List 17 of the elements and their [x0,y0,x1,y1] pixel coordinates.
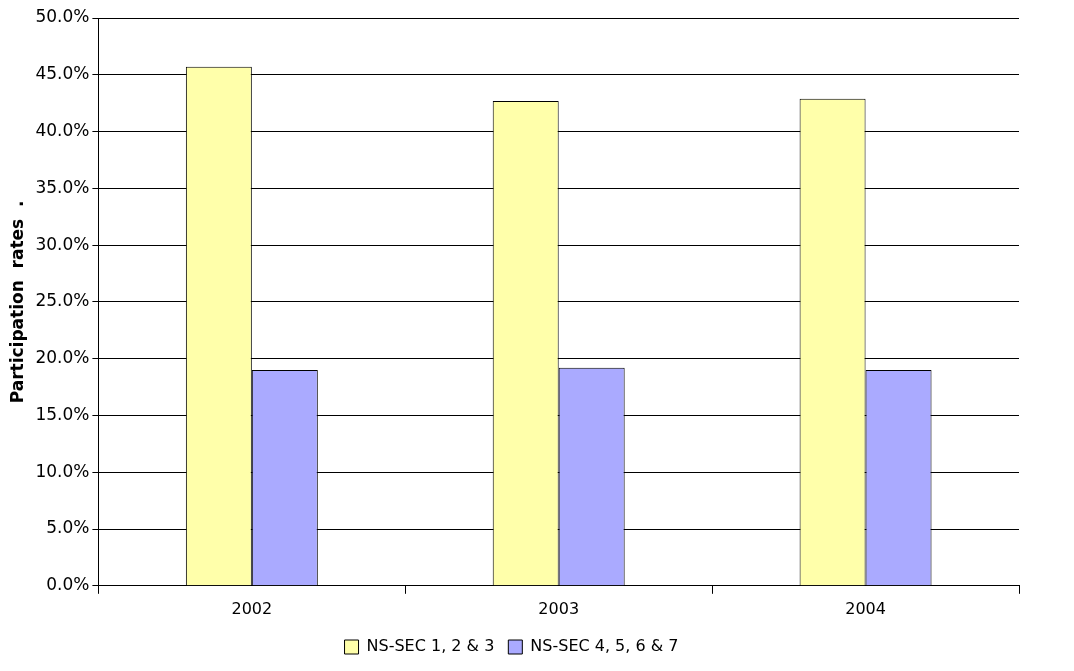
legend-label: NS-SEC 1, 2 & 3 [366,636,495,656]
x-tick-label: 2003 [538,598,580,618]
y-tick-label: 20.0% [35,347,90,368]
x-tick-label: 2002 [231,598,273,618]
y-tick-label: 45.0% [35,63,90,84]
y-tick-label: 15.0% [35,403,90,424]
y-tick-label: 30.0% [35,233,90,254]
legend-label: NS-SEC 4, 5, 6 & 7 [530,636,679,656]
y-tick-label: 50.0% [35,6,90,27]
y-tick-label: 40.0% [35,119,90,140]
y-tick-label: 0.0% [46,574,90,595]
y-tick-label: 35.0% [35,176,90,197]
y-axis-title: Participation rates . [6,200,27,404]
y-tick-label: 5.0% [46,517,90,538]
x-tick-label: 2004 [845,598,886,618]
y-tick-label: 10.0% [35,460,90,481]
y-tick-label: 25.0% [35,290,90,311]
